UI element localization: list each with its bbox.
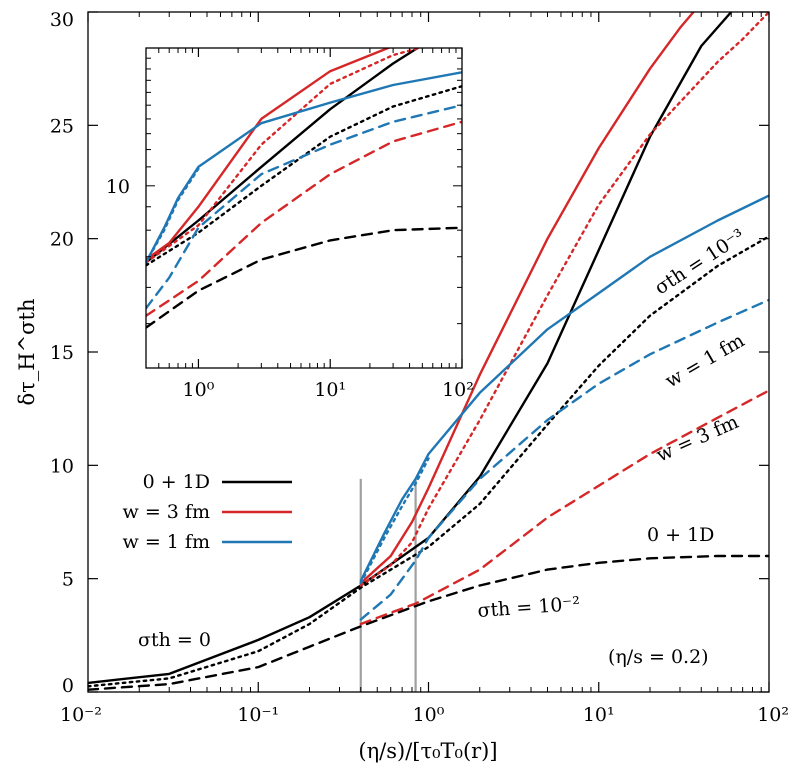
inset-x-tick-label: 10² (442, 379, 474, 401)
inset-series-0 (146, 48, 420, 264)
y-tick-label: 25 (50, 115, 74, 137)
legend-label: w = 1 fm (123, 531, 210, 553)
main-series-4 (359, 12, 769, 587)
inset-series-8 (146, 104, 462, 310)
inset-series-2 (146, 226, 462, 329)
annotation-2: σth = 10⁻³ (651, 225, 749, 299)
inset-x-tick-label: 10¹ (314, 379, 346, 401)
y-tick-label: 0 (62, 675, 74, 697)
y-axis-label: δτ_H^σth (15, 299, 39, 406)
y-tick-label: 5 (62, 569, 74, 591)
inset-series-3 (146, 48, 392, 261)
y-tick-label: 10 (50, 455, 74, 477)
annotation-1: σth = 10⁻² (477, 593, 581, 622)
main-series-2 (88, 554, 769, 691)
annotation-6: (η/s = 0.2) (608, 646, 709, 668)
threshold-lines (359, 478, 417, 692)
main-series-5 (359, 389, 769, 626)
main-series-8 (359, 298, 769, 621)
main-series-6 (359, 194, 769, 583)
axes: 10⁻² 10⁻¹ 10⁰ 10¹ 10² 0 5 10 15 20 25 30 (η/s)/[τ₀T₀… (15, 9, 789, 763)
annotation-5: 0 + 1D (647, 524, 714, 546)
main-series-1 (88, 235, 769, 688)
legend: 0 + 1D w = 3 fm w = 1 fm (123, 471, 292, 553)
inset-frame (145, 47, 463, 369)
y-tick-label: 15 (50, 342, 74, 364)
legend-label: 0 + 1D (143, 471, 210, 493)
inset-x-tick-label: 10⁰ (183, 379, 215, 401)
x-tick-label: 10¹ (583, 704, 615, 726)
x-tick-label: 10⁰ (413, 704, 445, 726)
x-tick-label: 10⁻¹ (237, 704, 279, 726)
x-tick-label: 10² (757, 704, 789, 726)
inset-series-4 (146, 48, 424, 264)
x-tick-label: 10⁻² (60, 704, 102, 726)
annotation-3: w = 1 fm (662, 330, 749, 393)
inset-series-1 (146, 85, 462, 267)
main-series-7 (359, 457, 430, 585)
x-axis-label: (η/s)/[τ₀T₀(r)] (358, 739, 497, 763)
y-tick-label: 20 (50, 229, 74, 251)
main-series-0 (88, 12, 733, 685)
annotation-0: σth = 0 (138, 629, 211, 651)
inset-background (146, 48, 462, 368)
main-plot-lines (88, 12, 769, 691)
annotation-4: w = 3 fm (653, 411, 742, 467)
inset-plot-lines (146, 48, 462, 329)
inset-series-5 (146, 120, 462, 317)
main-series-3 (359, 12, 695, 585)
inset-y-tick-label: 10 (106, 176, 130, 198)
legend-label: w = 3 fm (123, 501, 210, 523)
y-tick-label: 30 (50, 9, 74, 31)
